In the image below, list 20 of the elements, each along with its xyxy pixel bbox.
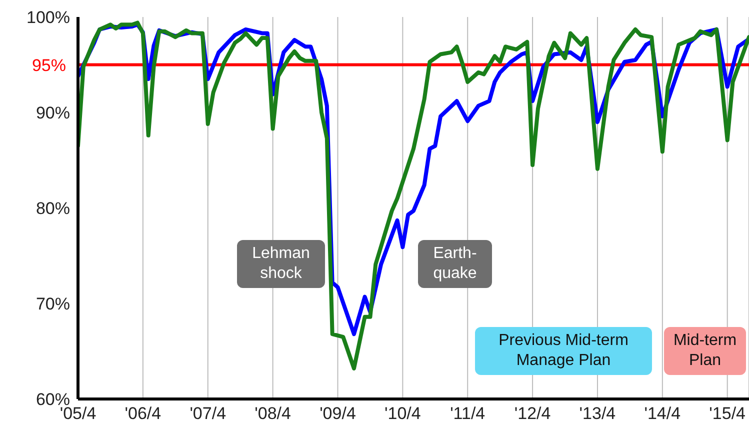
x-tick-label: '08/4 [254, 404, 291, 424]
x-tick-label: '12/4 [514, 404, 551, 424]
x-tick-label: '14/4 [644, 404, 681, 424]
x-tick-label: '15/4 [709, 404, 746, 424]
annotation: Mid-term Plan [664, 327, 746, 375]
x-tick-label: '05/4 [60, 404, 96, 424]
annotation: Previous Mid-term Manage Plan [475, 327, 652, 375]
x-tick-label: '07/4 [190, 404, 226, 424]
x-tick-label: '13/4 [579, 404, 616, 424]
annotation: Lehman shock [237, 240, 325, 288]
annotation: Earth-quake [418, 240, 492, 288]
x-tick-label: '06/4 [124, 404, 162, 424]
x-tick-label: '11/4 [450, 404, 486, 424]
x-tick-label: '09/4 [320, 404, 356, 424]
y-tick-label: 70% [36, 294, 70, 314]
y-tick-label: 90% [36, 104, 70, 123]
ref-line-label: 95% [32, 56, 66, 75]
x-tick-label: '10/4 [384, 404, 421, 424]
y-tick-label: 80% [36, 199, 70, 218]
y-tick-label: 100% [26, 8, 70, 28]
